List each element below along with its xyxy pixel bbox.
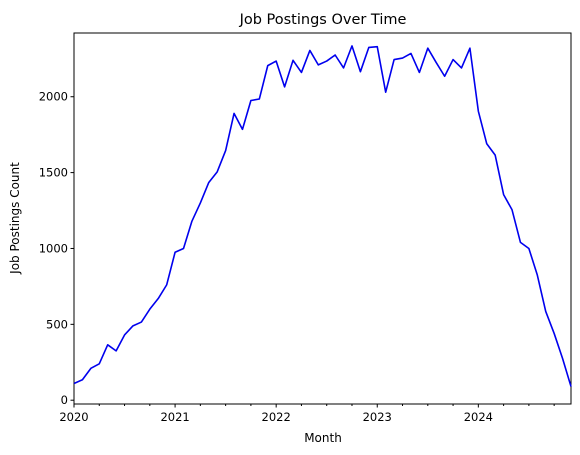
plot-area <box>73 32 572 405</box>
plot-frame <box>73 32 572 405</box>
y-tick-label: 1000 <box>39 241 68 255</box>
x-tick-label: 2024 <box>464 410 493 424</box>
x-tick-label: 2021 <box>160 410 189 424</box>
y-tick-label: 2000 <box>39 90 68 104</box>
series-layer <box>73 45 572 387</box>
x-tick-label: 2023 <box>363 410 392 424</box>
x-tick-label: 2022 <box>262 410 291 424</box>
y-axis: 0 500 1000 1500 2000 <box>39 90 74 407</box>
series-line <box>73 45 572 387</box>
x-tick-label: 2020 <box>59 410 88 424</box>
x-axis-label: Month <box>304 431 342 445</box>
y-tick-label: 500 <box>46 317 68 331</box>
chart-title: Job Postings Over Time <box>239 12 407 28</box>
y-axis-label: Job Postings Count <box>8 162 22 275</box>
y-tick-label: 1500 <box>39 166 68 180</box>
y-tick-label: 0 <box>61 393 68 407</box>
x-axis: 2020 2021 2022 2023 2024 <box>59 404 555 424</box>
